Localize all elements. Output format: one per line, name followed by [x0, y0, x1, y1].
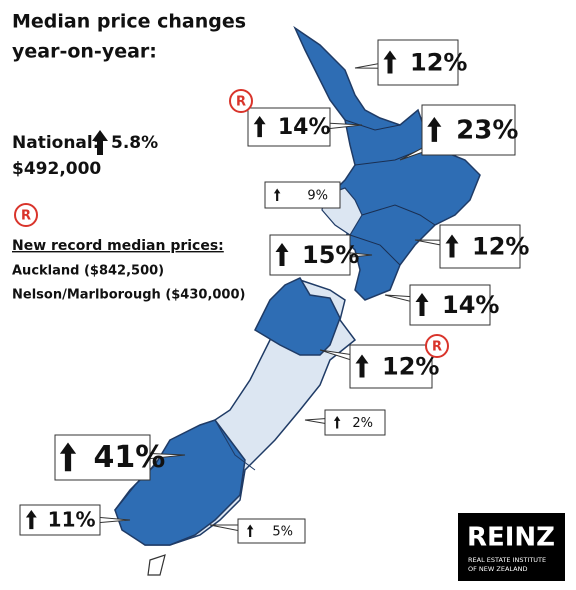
callout-change: 5% — [272, 525, 293, 540]
arrow-icon — [415, 293, 429, 316]
arrow-icon — [246, 524, 254, 537]
record-badge — [14, 203, 38, 227]
logo-line: OF NEW ZEALAND — [468, 565, 527, 573]
national-price: $492,000 — [12, 159, 101, 179]
arrow-icon — [273, 188, 281, 201]
record-badge — [229, 89, 253, 113]
national-label: National: — [12, 133, 100, 153]
callout-box — [421, 104, 516, 156]
southland-region — [114, 419, 246, 546]
record-badge — [425, 334, 449, 358]
region-border — [344, 119, 401, 131]
record-badge-text: R — [236, 95, 246, 110]
arrow-icon — [253, 115, 266, 138]
region-border — [361, 204, 436, 226]
stewart-island — [147, 554, 166, 576]
arrow-icon — [25, 510, 37, 530]
record-item: Nelson/Marlborough ($430,000) — [12, 288, 245, 303]
logo-line: REAL ESTATE INSTITUTE — [468, 556, 546, 564]
callout-box — [54, 434, 151, 481]
national-change: 5.8% — [111, 133, 158, 153]
arrow-icon — [275, 243, 289, 266]
callout-change: 23% — [456, 116, 518, 146]
callout-change: 12% — [382, 353, 439, 381]
arrow-icon — [427, 117, 442, 142]
record-heading: New record median prices: — [12, 238, 224, 254]
callout-change: 15% — [302, 241, 359, 269]
callout-change: 14% — [278, 115, 331, 140]
arrow-icon — [59, 442, 77, 472]
record-badge-text: R — [432, 340, 442, 355]
arrow-icon — [355, 354, 369, 378]
title-line: year-on-year: — [12, 41, 157, 63]
callout-box — [324, 409, 386, 436]
arrow-icon — [445, 234, 459, 258]
record-item: Auckland ($842,500) — [12, 264, 164, 279]
north-island — [293, 25, 481, 301]
logo-name: REINZ — [467, 523, 555, 553]
callout-change: 2% — [352, 416, 373, 431]
region-border — [214, 419, 256, 471]
arrow-icon — [383, 50, 397, 74]
nelson-region — [254, 277, 341, 356]
arrow-icon — [333, 416, 341, 429]
arrow-icon — [92, 130, 108, 155]
record-badge-text: R — [21, 209, 31, 224]
title-line: Median price changes — [12, 11, 246, 33]
logo-box — [458, 513, 565, 581]
region-border — [349, 234, 401, 266]
callout-change: 12% — [410, 49, 467, 77]
callout-box — [349, 344, 433, 389]
callout-change: 14% — [442, 291, 499, 319]
callout-change: 12% — [472, 233, 529, 261]
callout-change: 11% — [48, 508, 96, 532]
callout-change: 9% — [307, 189, 328, 204]
callout-change: 41% — [94, 440, 166, 475]
